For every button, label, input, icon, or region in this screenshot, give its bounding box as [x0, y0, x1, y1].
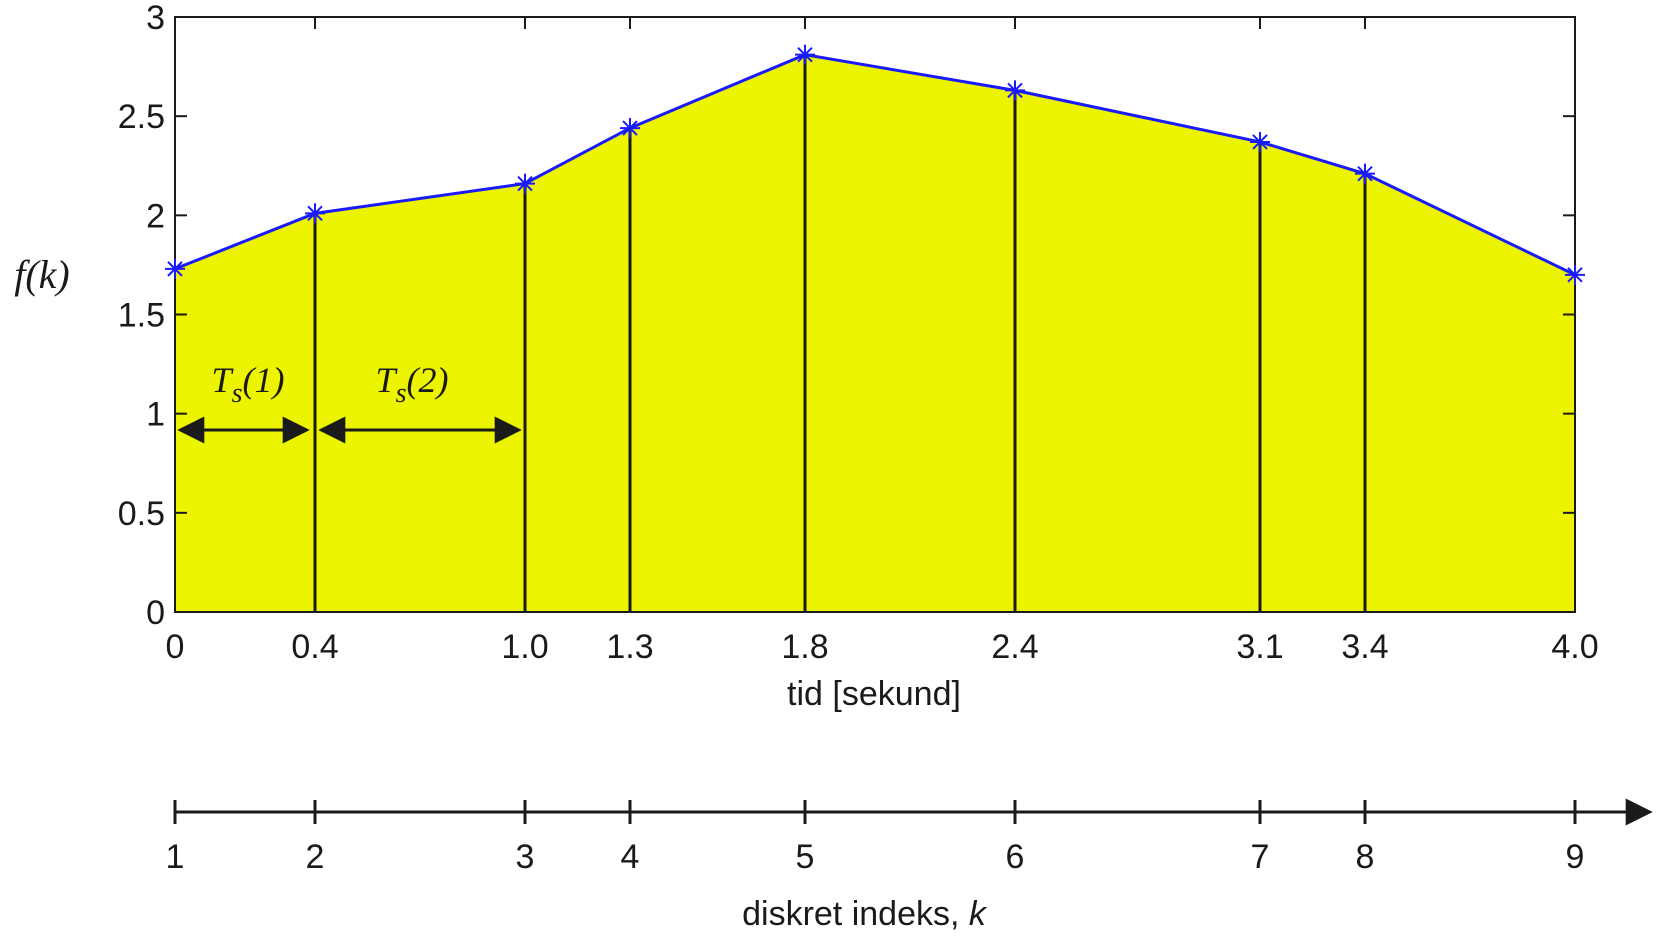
index-tick-label: 8: [1356, 838, 1375, 876]
data-point: [515, 173, 535, 194]
y-tick-label: 0: [146, 594, 165, 632]
y-tick-label: 3: [146, 0, 165, 37]
ts2-annotation: Ts(2): [318, 360, 522, 444]
x-tick-label: 0: [166, 628, 185, 666]
x-tick-label: 3.4: [1341, 628, 1388, 666]
y-axis-label: f(k): [14, 252, 70, 297]
data-point: [1250, 131, 1270, 152]
index-tick-label: 9: [1566, 838, 1585, 876]
index-tick-label: 7: [1251, 838, 1270, 876]
index-tick-label: 1: [166, 838, 185, 876]
x-tick-label: 1.8: [781, 628, 828, 666]
index-tick-label: 5: [796, 838, 815, 876]
y-tick-label: 2.5: [118, 98, 165, 136]
data-point: [620, 118, 640, 139]
x-axis-title: tid [sekund]: [787, 675, 961, 713]
index-axis-title: diskret indeks, k: [742, 895, 988, 933]
ts1-annotation: Ts(1): [177, 360, 310, 444]
index-tick-label: 2: [306, 838, 325, 876]
data-point: [1565, 264, 1585, 285]
x-tick-label: 3.1: [1236, 628, 1283, 666]
data-point: [305, 203, 325, 224]
y-tick-label: 0.5: [118, 495, 165, 533]
x-tick-label: 1.0: [501, 628, 548, 666]
index-tick-label: 6: [1006, 838, 1025, 876]
data-point: [795, 44, 815, 65]
data-point: [165, 258, 185, 279]
index-tick-label: 3: [516, 838, 535, 876]
data-point: [1005, 80, 1025, 101]
y-tick-label: 1.5: [118, 297, 165, 335]
x-tick-label: 2.4: [991, 628, 1038, 666]
index-axis: 1 2 3 4 5 6 7 8 9 diskret indeks, k: [166, 798, 1653, 933]
x-tick-label: 0.4: [291, 628, 338, 666]
ts2-label: Ts(2): [376, 360, 449, 409]
x-tick-label: 4.0: [1551, 628, 1598, 666]
ts1-label: Ts(1): [212, 360, 285, 409]
data-point: [1355, 163, 1375, 184]
x-tick-label: 1.3: [606, 628, 653, 666]
y-tick-label: 2: [146, 197, 165, 235]
index-tick-label: 4: [621, 838, 640, 876]
y-tick-label: 1: [146, 396, 165, 434]
